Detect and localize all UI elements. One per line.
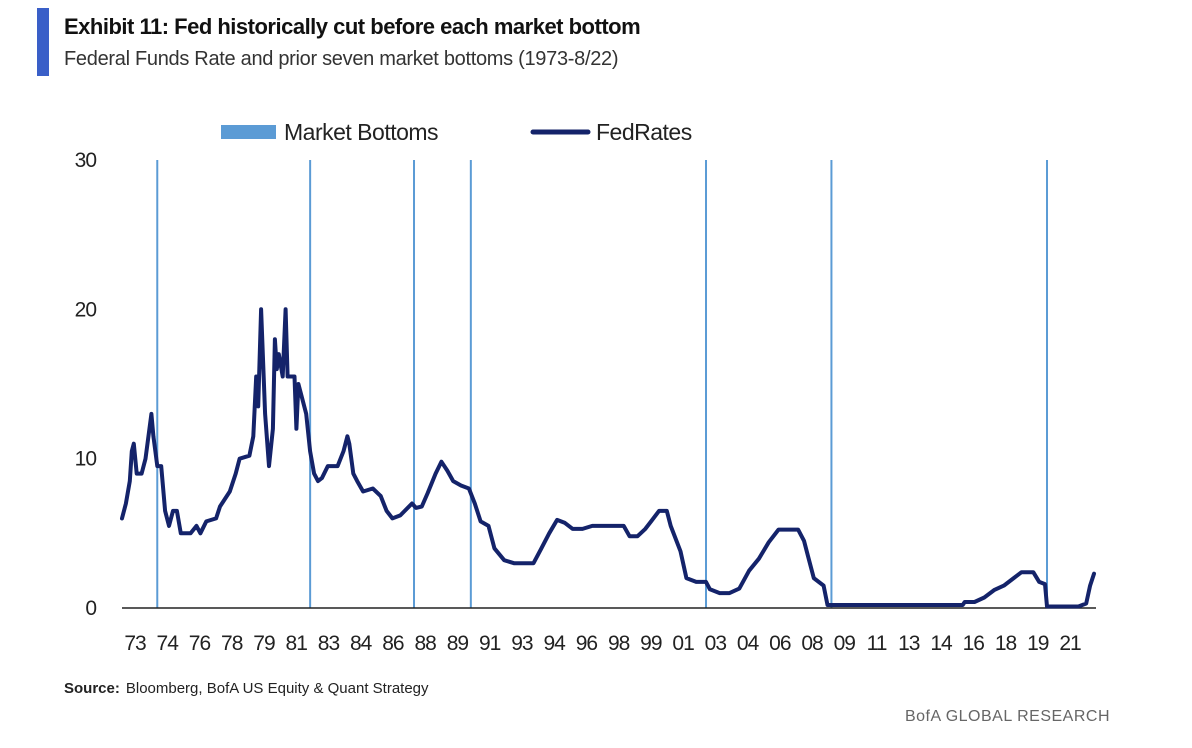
fedrates-series-line	[120, 307, 1096, 609]
x-tick-label: 19	[1027, 632, 1049, 655]
source-label: Source:	[64, 680, 120, 697]
brand-label: BofA GLOBAL RESEARCH	[904, 708, 1110, 725]
y-tick-label: 0	[85, 597, 96, 620]
x-tick-label: 06	[769, 632, 791, 655]
x-tick-label: 86	[382, 632, 404, 655]
x-tick-label: 99	[640, 632, 662, 655]
x-tick-label: 16	[963, 632, 985, 655]
source-text: Bloomberg, BofA US Equity & Quant Strate…	[125, 680, 429, 697]
x-tick-label: 96	[576, 632, 598, 655]
title-accent-bar	[37, 8, 49, 76]
source-note: Source: Bloomberg, BofA US Equity & Quant…	[64, 680, 429, 697]
x-tick-label: 04	[737, 632, 760, 655]
x-tick-label: 01	[672, 632, 694, 655]
x-tick-label: 81	[286, 632, 308, 655]
x-tick-label: 03	[705, 632, 727, 655]
x-tick-label: 83	[318, 632, 340, 655]
x-tick-label: 13	[898, 632, 920, 655]
legend-swatch-market-bottoms	[221, 125, 276, 139]
y-tick-label: 10	[75, 448, 97, 471]
x-tick-label: 84	[350, 632, 373, 655]
chart-title: Exhibit 11: Fed historically cut before …	[64, 14, 641, 39]
x-tick-label: 74	[157, 632, 180, 655]
y-tick-label: 20	[75, 298, 97, 321]
x-tick-label: 94	[543, 632, 566, 655]
x-tick-label: 91	[479, 632, 501, 655]
x-tick-label: 88	[414, 632, 436, 655]
y-tick-label: 30	[75, 149, 97, 172]
x-tick-label: 78	[221, 632, 243, 655]
x-tick-label: 14	[930, 632, 953, 655]
x-tick-label: 89	[447, 632, 469, 655]
x-tick-label: 09	[834, 632, 856, 655]
x-tick-label: 18	[995, 632, 1017, 655]
x-tick-label: 93	[511, 632, 533, 655]
x-tick-label: 11	[867, 632, 887, 655]
legend-label-fedrates: FedRates	[596, 119, 692, 145]
x-tick-label: 79	[253, 632, 275, 655]
x-tick-label: 21	[1059, 632, 1081, 655]
x-tick-label: 98	[608, 632, 630, 655]
x-tick-label: 76	[189, 632, 211, 655]
chart-subtitle: Federal Funds Rate and prior seven marke…	[64, 48, 619, 70]
x-tick-label: 73	[124, 632, 146, 655]
x-tick-label: 08	[801, 632, 823, 655]
legend-label-market-bottoms: Market Bottoms	[284, 119, 438, 145]
